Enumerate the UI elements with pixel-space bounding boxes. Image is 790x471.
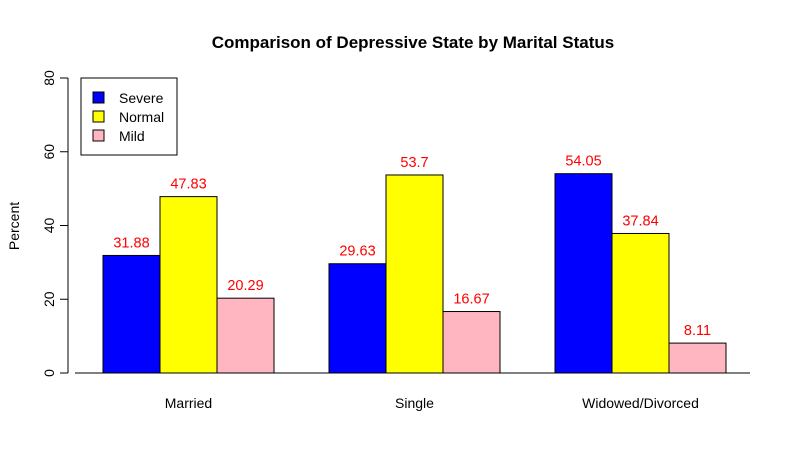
bar-value-label: 37.84 — [622, 213, 658, 229]
bar-normal-widowed-divorced — [611, 232, 670, 374]
bar-value-label: 53.7 — [400, 155, 428, 171]
bar-normal-married — [159, 196, 218, 374]
bar-value-label: 31.88 — [113, 235, 149, 251]
y-tick-label: 20 — [41, 291, 57, 307]
legend-label: Normal — [119, 109, 164, 125]
bar-value-label: 8.11 — [684, 323, 711, 339]
y-tick-label: 40 — [41, 218, 57, 234]
bar-mild-widowed-divorced — [668, 342, 727, 374]
y-axis: 0 20 40 60 80 — [41, 70, 69, 377]
category-label: Single — [395, 395, 434, 411]
bar-normal-single — [385, 174, 444, 374]
bar-value-label: 16.67 — [453, 292, 489, 308]
bar-severe-widowed-divorced — [554, 173, 613, 374]
y-tick-label: 80 — [41, 70, 57, 86]
bar-value-label: 29.63 — [339, 244, 375, 260]
y-tick-label: 60 — [41, 144, 57, 160]
bars — [102, 173, 727, 374]
legend-label: Severe — [119, 90, 164, 106]
category-label: Widowed/Divorced — [582, 395, 699, 411]
y-tick-label: 0 — [41, 369, 57, 377]
bar-value-label: 20.29 — [227, 278, 263, 294]
category-labels: Married Single Widowed/Divorced — [165, 395, 699, 411]
bar-mild-married — [216, 297, 275, 374]
bar-severe-single — [328, 263, 387, 374]
bar-value-label: 47.83 — [170, 177, 206, 193]
legend-swatch — [92, 110, 105, 123]
legend-swatch — [92, 129, 105, 142]
legend-label: Mild — [119, 128, 145, 144]
bar-value-label: 54.05 — [565, 154, 601, 170]
legend-swatch — [92, 91, 105, 104]
chart-title: Comparison of Depressive State by Marita… — [212, 33, 614, 52]
category-label: Married — [165, 395, 212, 411]
value-labels: 31.88 47.83 20.29 29.63 53.7 16.67 54.05 37.84 8… — [113, 154, 711, 339]
bar-severe-married — [102, 254, 161, 374]
bar-mild-single — [442, 311, 501, 374]
y-axis-label: Percent — [6, 202, 22, 250]
legend: Severe Normal Mild — [80, 77, 178, 156]
